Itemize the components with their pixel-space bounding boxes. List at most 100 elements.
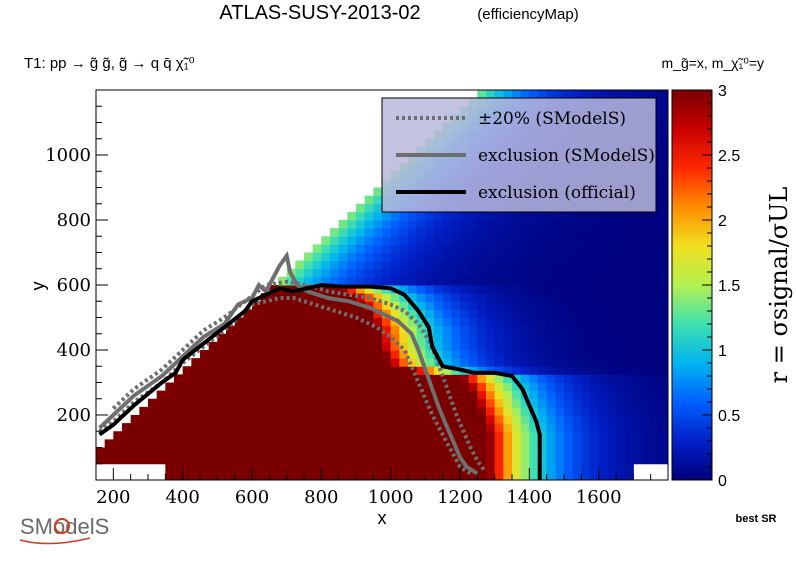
heatmap-cell bbox=[659, 333, 668, 343]
heatmap-cell bbox=[572, 252, 582, 262]
heatmap-cell bbox=[338, 220, 348, 229]
heatmap-cell bbox=[217, 341, 227, 351]
heatmap-cell bbox=[382, 325, 392, 335]
heatmap-cell bbox=[451, 236, 461, 245]
heatmap-cell bbox=[659, 309, 668, 318]
heatmap-cell bbox=[633, 455, 643, 465]
heatmap-cell bbox=[278, 276, 288, 286]
heatmap-cell bbox=[529, 341, 539, 351]
heatmap-cell bbox=[174, 415, 184, 424]
heatmap-cell bbox=[503, 285, 513, 294]
heatmap-cell bbox=[434, 390, 444, 400]
heatmap-cell bbox=[347, 390, 357, 400]
heatmap-cell bbox=[529, 398, 539, 408]
heatmap-cell bbox=[564, 415, 574, 424]
heatmap-cell bbox=[416, 406, 426, 416]
heatmap-cell bbox=[330, 463, 340, 473]
heatmap-cell bbox=[104, 455, 114, 465]
heatmap-cell bbox=[546, 333, 556, 343]
heatmap-cell bbox=[590, 390, 600, 400]
heatmap-cell bbox=[347, 301, 357, 310]
heatmap-cell bbox=[555, 382, 565, 392]
heatmap-cell bbox=[399, 350, 409, 359]
heatmap-cell bbox=[347, 415, 357, 424]
heatmap-cell bbox=[486, 301, 496, 310]
heatmap-cell bbox=[373, 358, 383, 367]
heatmap-cell bbox=[468, 317, 478, 327]
heatmap-cell bbox=[408, 260, 418, 270]
heatmap-cell bbox=[581, 276, 591, 286]
heatmap-cell bbox=[486, 423, 496, 432]
heatmap-cell bbox=[529, 350, 539, 359]
heatmap-cell bbox=[130, 423, 140, 432]
heatmap-cell bbox=[338, 293, 348, 302]
heatmap-cell bbox=[364, 390, 374, 400]
heatmap-cell bbox=[226, 390, 236, 400]
heatmap-cell bbox=[347, 276, 357, 286]
heatmap-cell bbox=[633, 220, 643, 229]
heatmap-cell bbox=[659, 447, 668, 457]
heatmap-cell bbox=[555, 463, 565, 473]
heatmap-cell bbox=[590, 244, 600, 253]
heatmap-cell bbox=[486, 341, 496, 351]
heatmap-cell bbox=[512, 415, 522, 424]
heatmap-cell bbox=[494, 398, 504, 408]
heatmap-cell bbox=[451, 317, 461, 327]
heatmap-cell bbox=[538, 471, 548, 480]
heatmap-cell bbox=[269, 350, 279, 359]
heatmap-cell bbox=[408, 406, 418, 416]
heatmap-cell bbox=[494, 228, 504, 237]
heatmap-cell bbox=[425, 252, 435, 262]
heatmap-cell bbox=[494, 390, 504, 400]
heatmap-cell bbox=[382, 211, 392, 221]
heatmap-cell bbox=[442, 398, 452, 408]
heatmap-cell bbox=[538, 268, 548, 278]
heatmap-cell bbox=[572, 350, 582, 359]
heatmap-cell bbox=[269, 301, 279, 310]
heatmap-cell bbox=[650, 423, 660, 432]
heatmap-cell bbox=[659, 358, 668, 367]
heatmap-cell bbox=[460, 406, 470, 416]
heatmap-cell bbox=[546, 415, 556, 424]
heatmap-cell bbox=[347, 325, 357, 335]
heatmap-cell bbox=[659, 293, 668, 302]
heatmap-cell bbox=[390, 390, 400, 400]
heatmap-cell bbox=[633, 374, 643, 383]
heatmap-cell bbox=[460, 325, 470, 335]
x-tick-label: 1000 bbox=[368, 487, 414, 508]
heatmap-cell bbox=[304, 382, 314, 392]
heatmap-cell bbox=[260, 390, 270, 400]
heatmap-cell bbox=[425, 390, 435, 400]
heatmap-cell bbox=[581, 374, 591, 383]
heatmap-cell bbox=[546, 374, 556, 383]
heatmap-cell bbox=[538, 211, 548, 221]
heatmap-cell bbox=[434, 447, 444, 457]
heatmap-cell bbox=[364, 455, 374, 465]
heatmap-cell bbox=[243, 463, 253, 473]
exclusion-curves bbox=[98, 250, 542, 480]
heatmap-cell bbox=[468, 244, 478, 253]
heatmap-cell bbox=[330, 325, 340, 335]
heatmap-cell bbox=[659, 439, 668, 448]
heatmap-cell bbox=[312, 350, 322, 359]
heatmap-cell bbox=[642, 211, 652, 221]
heatmap-cell bbox=[572, 236, 582, 245]
heatmap-cell bbox=[624, 390, 634, 400]
heatmap-cell bbox=[538, 220, 548, 229]
heatmap-cell bbox=[598, 358, 608, 367]
heatmap-cell bbox=[399, 439, 409, 448]
heatmap-cell bbox=[243, 406, 253, 416]
heatmap-cell bbox=[295, 317, 305, 327]
heatmap-cell bbox=[607, 431, 617, 440]
heatmap-cell bbox=[624, 285, 634, 294]
heatmap-cell bbox=[382, 276, 392, 286]
heatmap-cell bbox=[286, 309, 296, 318]
heatmap-cell bbox=[503, 374, 513, 383]
heatmap-cell bbox=[156, 390, 166, 400]
heatmap-cell bbox=[347, 366, 357, 375]
heatmap-cell bbox=[139, 447, 149, 457]
heatmap-cell bbox=[434, 431, 444, 440]
heatmap-cell bbox=[217, 455, 227, 465]
heatmap-cell bbox=[356, 268, 366, 278]
heatmap-cell bbox=[598, 382, 608, 392]
